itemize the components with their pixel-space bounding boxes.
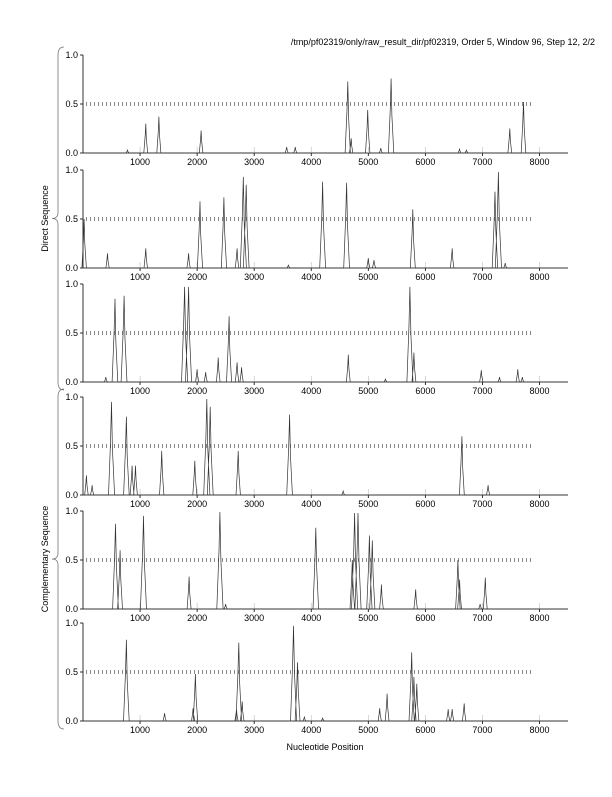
x-tick-label: 7000 <box>472 157 492 167</box>
y-tick-label: 0.5 <box>65 99 78 109</box>
y-tick-label: 0.5 <box>65 667 78 677</box>
x-tick-label: 2000 <box>187 157 207 167</box>
x-tick-label: 1000 <box>130 386 150 396</box>
x-tick-label: 2000 <box>187 725 207 735</box>
x-tick-label: 8000 <box>529 386 549 396</box>
x-tick-label: 8000 <box>529 725 549 735</box>
x-tick-label: 5000 <box>358 499 378 509</box>
x-tick-label: 3000 <box>244 725 264 735</box>
x-tick-label: 6000 <box>415 499 435 509</box>
x-tick-label: 7000 <box>472 386 492 396</box>
x-tick-label: 5000 <box>358 613 378 623</box>
x-axis-label: Nucleotide Position <box>286 742 363 752</box>
x-tick-label: 7000 <box>472 272 492 282</box>
x-tick-label: 3000 <box>244 272 264 282</box>
series-line-complementary-frame-1 <box>83 399 568 495</box>
x-tick-label: 4000 <box>301 157 321 167</box>
x-tick-label: 5000 <box>358 386 378 396</box>
panel-complementary-frame-2: 0.0 0.5 1.0 1000 2000 3000 4000 5000 6000 7000 800… <box>65 506 568 623</box>
y-tick-label: 0.0 <box>65 263 78 273</box>
y-tick-label: 0.0 <box>65 148 78 158</box>
panel-direct-frame-1: 0.0 0.5 1.0 1000 2000 3000 4000 5000 6000 7000 800… <box>65 50 568 167</box>
y-tick-label: 0.0 <box>65 490 78 500</box>
y-tick-label: 1.0 <box>65 165 78 175</box>
x-tick-label: 6000 <box>415 157 435 167</box>
x-tick-label: 8000 <box>529 157 549 167</box>
group-brace <box>52 47 64 390</box>
group-brace <box>52 389 64 729</box>
series-line-direct-frame-3 <box>83 287 568 382</box>
series-line-complementary-frame-3 <box>83 626 568 721</box>
x-tick-label: 1000 <box>130 613 150 623</box>
x-tick-label: 8000 <box>529 613 549 623</box>
y-tick-label: 0.5 <box>65 555 78 565</box>
y-tick-label: 0.5 <box>65 214 78 224</box>
x-tick-label: 4000 <box>301 386 321 396</box>
panel-direct-frame-2: 0.0 0.5 1.0 1000 2000 3000 4000 5000 6000 7000 800… <box>65 165 568 282</box>
group-label: Complementary Sequence <box>40 506 50 613</box>
x-tick-label: 8000 <box>529 499 549 509</box>
y-tick-label: 0.5 <box>65 441 78 451</box>
x-tick-label: 3000 <box>244 157 264 167</box>
series-line-complementary-frame-2 <box>83 512 568 609</box>
y-tick-label: 0.0 <box>65 716 78 726</box>
x-tick-label: 3000 <box>244 386 264 396</box>
x-tick-label: 2000 <box>187 613 207 623</box>
x-tick-label: 2000 <box>187 499 207 509</box>
x-tick-label: 6000 <box>415 613 435 623</box>
x-tick-label: 2000 <box>187 386 207 396</box>
y-tick-label: 1.0 <box>65 50 78 60</box>
x-tick-label: 1000 <box>130 272 150 282</box>
series-line-direct-frame-1 <box>83 79 568 154</box>
x-tick-label: 6000 <box>415 272 435 282</box>
x-tick-label: 8000 <box>529 272 549 282</box>
x-tick-label: 5000 <box>358 157 378 167</box>
x-tick-label: 5000 <box>358 725 378 735</box>
group-label: Direct Sequence <box>40 185 50 252</box>
y-tick-label: 1.0 <box>65 506 78 516</box>
x-tick-label: 7000 <box>472 613 492 623</box>
x-tick-label: 4000 <box>301 613 321 623</box>
y-tick-label: 0.0 <box>65 377 78 387</box>
panel-complementary-frame-3: 0.0 0.5 1.0 1000 2000 3000 4000 5000 6000 7000 800… <box>65 618 568 735</box>
y-tick-label: 1.0 <box>65 618 78 628</box>
x-tick-label: 1000 <box>130 499 150 509</box>
x-tick-label: 4000 <box>301 272 321 282</box>
x-tick-label: 3000 <box>244 499 264 509</box>
x-tick-label: 6000 <box>415 386 435 396</box>
x-tick-label: 4000 <box>301 725 321 735</box>
x-tick-label: 6000 <box>415 725 435 735</box>
y-tick-label: 1.0 <box>65 279 78 289</box>
x-tick-label: 4000 <box>301 499 321 509</box>
y-tick-label: 0.0 <box>65 604 78 614</box>
x-tick-label: 2000 <box>187 272 207 282</box>
panel-direct-frame-3: 0.0 0.5 1.0 1000 2000 3000 4000 5000 6000 7000 800… <box>65 279 568 396</box>
panel-complementary-frame-1: 0.0 0.5 1.0 1000 2000 3000 4000 5000 6000 7000 800… <box>65 392 568 509</box>
x-tick-label: 7000 <box>472 499 492 509</box>
x-tick-label: 5000 <box>358 272 378 282</box>
x-tick-label: 1000 <box>130 725 150 735</box>
x-tick-label: 3000 <box>244 613 264 623</box>
y-tick-label: 0.5 <box>65 328 78 338</box>
chart-title: /tmp/pf02319/only/raw_result_dir/pf02319… <box>291 37 595 47</box>
x-tick-label: 1000 <box>130 157 150 167</box>
x-tick-label: 7000 <box>472 725 492 735</box>
y-tick-label: 1.0 <box>65 392 78 402</box>
